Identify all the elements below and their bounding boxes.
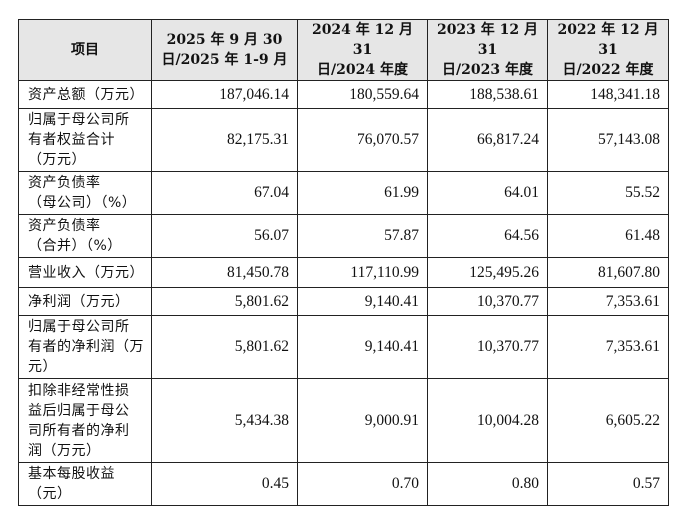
header-col-2025-line1: 2025 年 9 月 30 bbox=[166, 32, 283, 48]
row-value-cell: 148,341.18 bbox=[547, 80, 669, 109]
header-col-2024-line1: 2024 年 12 月 31 bbox=[311, 22, 414, 58]
row-value-cell: 6,605.22 bbox=[547, 378, 669, 463]
row-label-line: （万元） bbox=[28, 152, 86, 168]
header-col-2024: 2024 年 12 月 31 日/2024 年度 bbox=[297, 19, 428, 81]
row-label-line: 资产负债率 bbox=[28, 175, 101, 191]
header-col-2025-line2: 日/2025 年 1-9 月 bbox=[161, 52, 288, 68]
header-col-2022-line1: 2022 年 12 月 31 bbox=[557, 22, 659, 58]
table-row: 净利润（万元） 5,801.62 9,140.41 10,370.77 7,353.61 bbox=[18, 287, 669, 316]
row-value-cell: 57,143.08 bbox=[547, 108, 669, 172]
row-value-cell: 7,353.61 bbox=[547, 315, 669, 379]
table-row: 扣除非经常性损 益后归属于母公 司所有者的净利 润（万元） 5,434.38 9,000.… bbox=[18, 378, 669, 463]
row-label-line: 基本每股收益 bbox=[28, 466, 115, 482]
row-value-cell: 10,370.77 bbox=[427, 287, 548, 316]
row-value-cell: 5,801.62 bbox=[151, 315, 298, 379]
row-value-cell: 9,140.41 bbox=[297, 287, 428, 316]
row-value-cell: 56.07 bbox=[151, 214, 298, 258]
row-value-cell: 0.70 bbox=[297, 462, 428, 506]
row-value-cell: 61.99 bbox=[297, 171, 428, 215]
table-row: 归属于母公司所 有者的净利润（万 元） 5,801.62 9,140.41 10,370.… bbox=[18, 315, 669, 379]
row-label: 资产总额（万元） bbox=[18, 80, 152, 109]
table-row: 资产负债率 （合并）（%） 56.07 57.87 64.56 61.48 bbox=[18, 214, 669, 258]
row-value-cell: 9,140.41 bbox=[297, 315, 428, 379]
row-value-cell: 64.01 bbox=[427, 171, 548, 215]
row-value-cell: 81,607.80 bbox=[547, 257, 669, 288]
row-value-cell: 188,538.61 bbox=[427, 80, 548, 109]
row-value-cell: 76,070.57 bbox=[297, 108, 428, 172]
row-label-line: 益后归属于母公 bbox=[28, 402, 130, 419]
row-label: 营业收入（万元） bbox=[18, 257, 152, 288]
table-row: 资产总额（万元） 187,046.14 180,559.64 188,538.61 14… bbox=[18, 80, 669, 109]
row-value-cell: 0.45 bbox=[151, 462, 298, 506]
row-value-cell: 81,450.78 bbox=[151, 257, 298, 288]
header-col-2023-line1: 2023 年 12 月 31 bbox=[436, 22, 539, 58]
row-value-cell: 10,004.28 bbox=[427, 378, 548, 463]
row-value-cell: 187,046.14 bbox=[151, 80, 298, 109]
financial-summary-table: 项目 2025 年 9 月 30 日/2025 年 1-9 月 2024 年 1… bbox=[18, 19, 669, 506]
row-label: 归属于母公司所 有者权益合计 （万元） bbox=[18, 108, 152, 172]
row-label-line: （母公司）（%） bbox=[28, 195, 137, 211]
row-label: 资产负债率 （合并）（%） bbox=[18, 214, 152, 258]
row-value-cell: 7,353.61 bbox=[547, 287, 669, 316]
row-value-cell: 0.80 bbox=[427, 462, 548, 506]
row-value-cell: 117,110.99 bbox=[297, 257, 428, 288]
row-value-cell: 125,495.26 bbox=[427, 257, 548, 288]
header-col-2024-line2: 日/2024 年度 bbox=[317, 62, 408, 78]
table-row: 资产负债率 （母公司）（%） 67.04 61.99 64.01 55.52 bbox=[18, 171, 669, 215]
row-value-cell: 64.56 bbox=[427, 214, 548, 258]
row-value-cell: 66,817.24 bbox=[427, 108, 548, 172]
table-header-row: 项目 2025 年 9 月 30 日/2025 年 1-9 月 2024 年 1… bbox=[18, 19, 669, 81]
table-row: 归属于母公司所 有者权益合计 （万元） 82,175.31 76,070.57 66,81… bbox=[18, 108, 669, 172]
row-value-cell: 10,370.77 bbox=[427, 315, 548, 379]
row-label-line: 润（万元） bbox=[28, 442, 101, 459]
row-value-cell: 180,559.64 bbox=[297, 80, 428, 109]
row-label-line: 归属于母公司所 bbox=[28, 319, 130, 335]
row-label-line: 营业收入（万元） bbox=[28, 264, 144, 281]
row-value-cell: 9,000.91 bbox=[297, 378, 428, 463]
row-value-cell: 67.04 bbox=[151, 171, 298, 215]
row-value-cell: 5,434.38 bbox=[151, 378, 298, 463]
row-label: 净利润（万元） bbox=[18, 287, 152, 316]
header-col-2022-line2: 日/2022 年度 bbox=[562, 62, 654, 78]
row-label-line: 净利润（万元） bbox=[28, 293, 130, 310]
row-label-line: 资产负债率 bbox=[28, 218, 101, 234]
table-row: 基本每股收益 （元） 0.45 0.70 0.80 0.57 bbox=[18, 462, 669, 506]
row-label-line: 元） bbox=[28, 359, 57, 375]
row-label-line: 司所有者的净利 bbox=[28, 422, 130, 439]
header-item-label: 项目 bbox=[71, 42, 99, 58]
row-value-cell: 55.52 bbox=[547, 171, 669, 215]
row-label-line: 资产总额（万元） bbox=[28, 86, 144, 103]
row-value-cell: 0.57 bbox=[547, 462, 669, 506]
row-value-cell: 5,801.62 bbox=[151, 287, 298, 316]
row-label: 扣除非经常性损 益后归属于母公 司所有者的净利 润（万元） bbox=[18, 378, 152, 463]
row-label: 基本每股收益 （元） bbox=[18, 462, 152, 506]
row-value-cell: 57.87 bbox=[297, 214, 428, 258]
row-label-line: 扣除非经常性损 bbox=[28, 382, 130, 399]
table-row: 营业收入（万元） 81,450.78 117,110.99 125,495.26 81,… bbox=[18, 257, 669, 288]
row-label-line: （合并）（%） bbox=[28, 238, 122, 254]
row-label-line: 有者的净利润（万 bbox=[28, 339, 144, 355]
table-body: 资产总额（万元） 187,046.14 180,559.64 188,538.61 14… bbox=[18, 80, 669, 506]
row-label: 资产负债率 （母公司）（%） bbox=[18, 171, 152, 215]
row-label-line: （元） bbox=[28, 486, 72, 502]
header-col-2023: 2023 年 12 月 31 日/2023 年度 bbox=[427, 19, 548, 81]
row-value-cell: 82,175.31 bbox=[151, 108, 298, 172]
row-value-cell: 61.48 bbox=[547, 214, 669, 258]
header-col-2025-q3: 2025 年 9 月 30 日/2025 年 1-9 月 bbox=[151, 19, 298, 81]
row-label-line: 归属于母公司所 bbox=[28, 112, 130, 128]
header-col-2022: 2022 年 12 月 31 日/2022 年度 bbox=[547, 19, 669, 81]
header-col-2023-line2: 日/2023 年度 bbox=[442, 62, 533, 78]
row-label: 归属于母公司所 有者的净利润（万 元） bbox=[18, 315, 152, 379]
header-item: 项目 bbox=[18, 19, 152, 81]
row-label-line: 有者权益合计 bbox=[28, 132, 115, 148]
